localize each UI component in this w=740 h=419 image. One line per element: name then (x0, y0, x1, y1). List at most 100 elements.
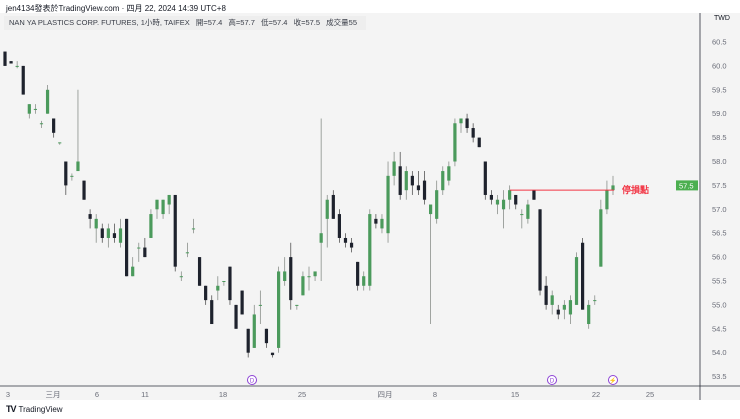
candle-down (22, 66, 25, 95)
legend-volume: 成交量55 (326, 18, 357, 27)
candle-up (599, 209, 602, 266)
candle-up (326, 200, 329, 219)
candle-down (374, 219, 377, 224)
candle-up (277, 271, 280, 347)
chart-area[interactable]: 60.560.059.559.058.558.057.557.056.556.0… (0, 13, 740, 400)
candle-up (222, 281, 225, 282)
legend-close: 收=57.5 (294, 18, 320, 27)
candle-up (611, 185, 614, 190)
price-tick: 57.0 (712, 205, 727, 214)
candle-down (265, 329, 268, 343)
candle-up (520, 214, 523, 215)
price-tick: 59.0 (712, 109, 727, 118)
candle-up (313, 271, 316, 276)
candle-up (441, 171, 444, 190)
candle-up (386, 176, 389, 233)
candle-up (393, 162, 396, 176)
price-tick: 54.5 (712, 324, 727, 333)
candle-down (538, 209, 541, 290)
candle-down (198, 257, 201, 286)
candle-down (472, 128, 475, 138)
candle-down (423, 181, 426, 200)
time-tick: 22 (592, 390, 600, 399)
event-label: D (250, 379, 255, 385)
candle-down (125, 219, 128, 276)
candle-up (16, 66, 19, 67)
candle-up (107, 228, 110, 238)
stop-loss-label: 停損點 (622, 184, 649, 195)
candle-up (131, 267, 134, 277)
candle-down (89, 214, 92, 219)
candle-up (447, 166, 450, 180)
price-tick: 60.0 (712, 61, 727, 70)
tradingview-logo[interactable]: TVTradingView (6, 404, 63, 414)
time-tick: 三月 (46, 390, 61, 399)
candle-down (9, 61, 12, 63)
price-tick: 57.5 (712, 181, 727, 190)
candle-down (228, 267, 231, 300)
candle-up (119, 228, 122, 242)
candle-down (332, 195, 335, 219)
candle-down (532, 190, 535, 200)
candle-down (64, 162, 67, 186)
candle-up (180, 276, 183, 277)
candle-up (459, 118, 462, 123)
candle-up (496, 200, 499, 205)
candle-down (82, 181, 85, 200)
candle-down (581, 243, 584, 310)
time-tick: 18 (219, 390, 227, 399)
time-tick: 25 (646, 390, 654, 399)
candle-up (295, 305, 298, 306)
time-tick: 3 (6, 390, 10, 399)
candle-up (70, 176, 73, 177)
last-price-value: 57.5 (679, 181, 694, 190)
candle-up (587, 305, 590, 324)
candle-down (271, 353, 274, 355)
candle-up (362, 276, 365, 286)
candle-down (417, 185, 420, 190)
candle-up (76, 162, 79, 172)
candle-up (283, 271, 286, 281)
time-tick: 四月 (378, 390, 393, 399)
candle-up (435, 190, 438, 219)
price-tick: 55.0 (712, 300, 727, 309)
candle-up (569, 300, 572, 314)
legend-open: 開=57.4 (196, 18, 222, 27)
candle-down (399, 166, 402, 195)
candle-up (216, 286, 219, 291)
candle-down (411, 176, 414, 186)
candle-up (453, 123, 456, 161)
candle-up (380, 219, 383, 229)
candle-up (95, 219, 98, 229)
price-tick: 55.5 (712, 277, 727, 286)
candle-up (307, 276, 310, 277)
candle-down (52, 118, 55, 132)
legend-high: 高=57.7 (228, 18, 254, 27)
candle-up (161, 200, 164, 214)
time-tick: 6 (95, 390, 99, 399)
candle-up (551, 295, 554, 305)
price-tick: 58.0 (712, 157, 727, 166)
candle-down (514, 195, 517, 205)
time-tick: 11 (141, 390, 149, 399)
candle-down (204, 286, 207, 300)
legend-symbol: NAN YA PLASTICS CORP. FUTURES, 1小時, TAIF… (9, 18, 190, 27)
candle-down (247, 329, 250, 353)
candle-down (234, 305, 237, 329)
tv-logo-icon: TV (6, 404, 16, 414)
candle-down (356, 262, 359, 286)
candle-up (186, 252, 189, 253)
candle-up (155, 200, 158, 210)
candle-down (289, 257, 292, 300)
brand-name: TradingView (19, 405, 63, 414)
candle-down (143, 248, 146, 258)
candlestick-chart[interactable]: 60.560.059.559.058.558.057.557.056.556.0… (0, 13, 740, 400)
price-tick: 56.5 (712, 229, 727, 238)
candle-up (259, 305, 262, 306)
candle-down (210, 300, 213, 324)
candle-up (46, 90, 49, 114)
currency-label[interactable]: TWD (714, 15, 730, 22)
candle-up (605, 190, 608, 209)
price-tick: 54.0 (712, 348, 727, 357)
candle-down (174, 195, 177, 267)
